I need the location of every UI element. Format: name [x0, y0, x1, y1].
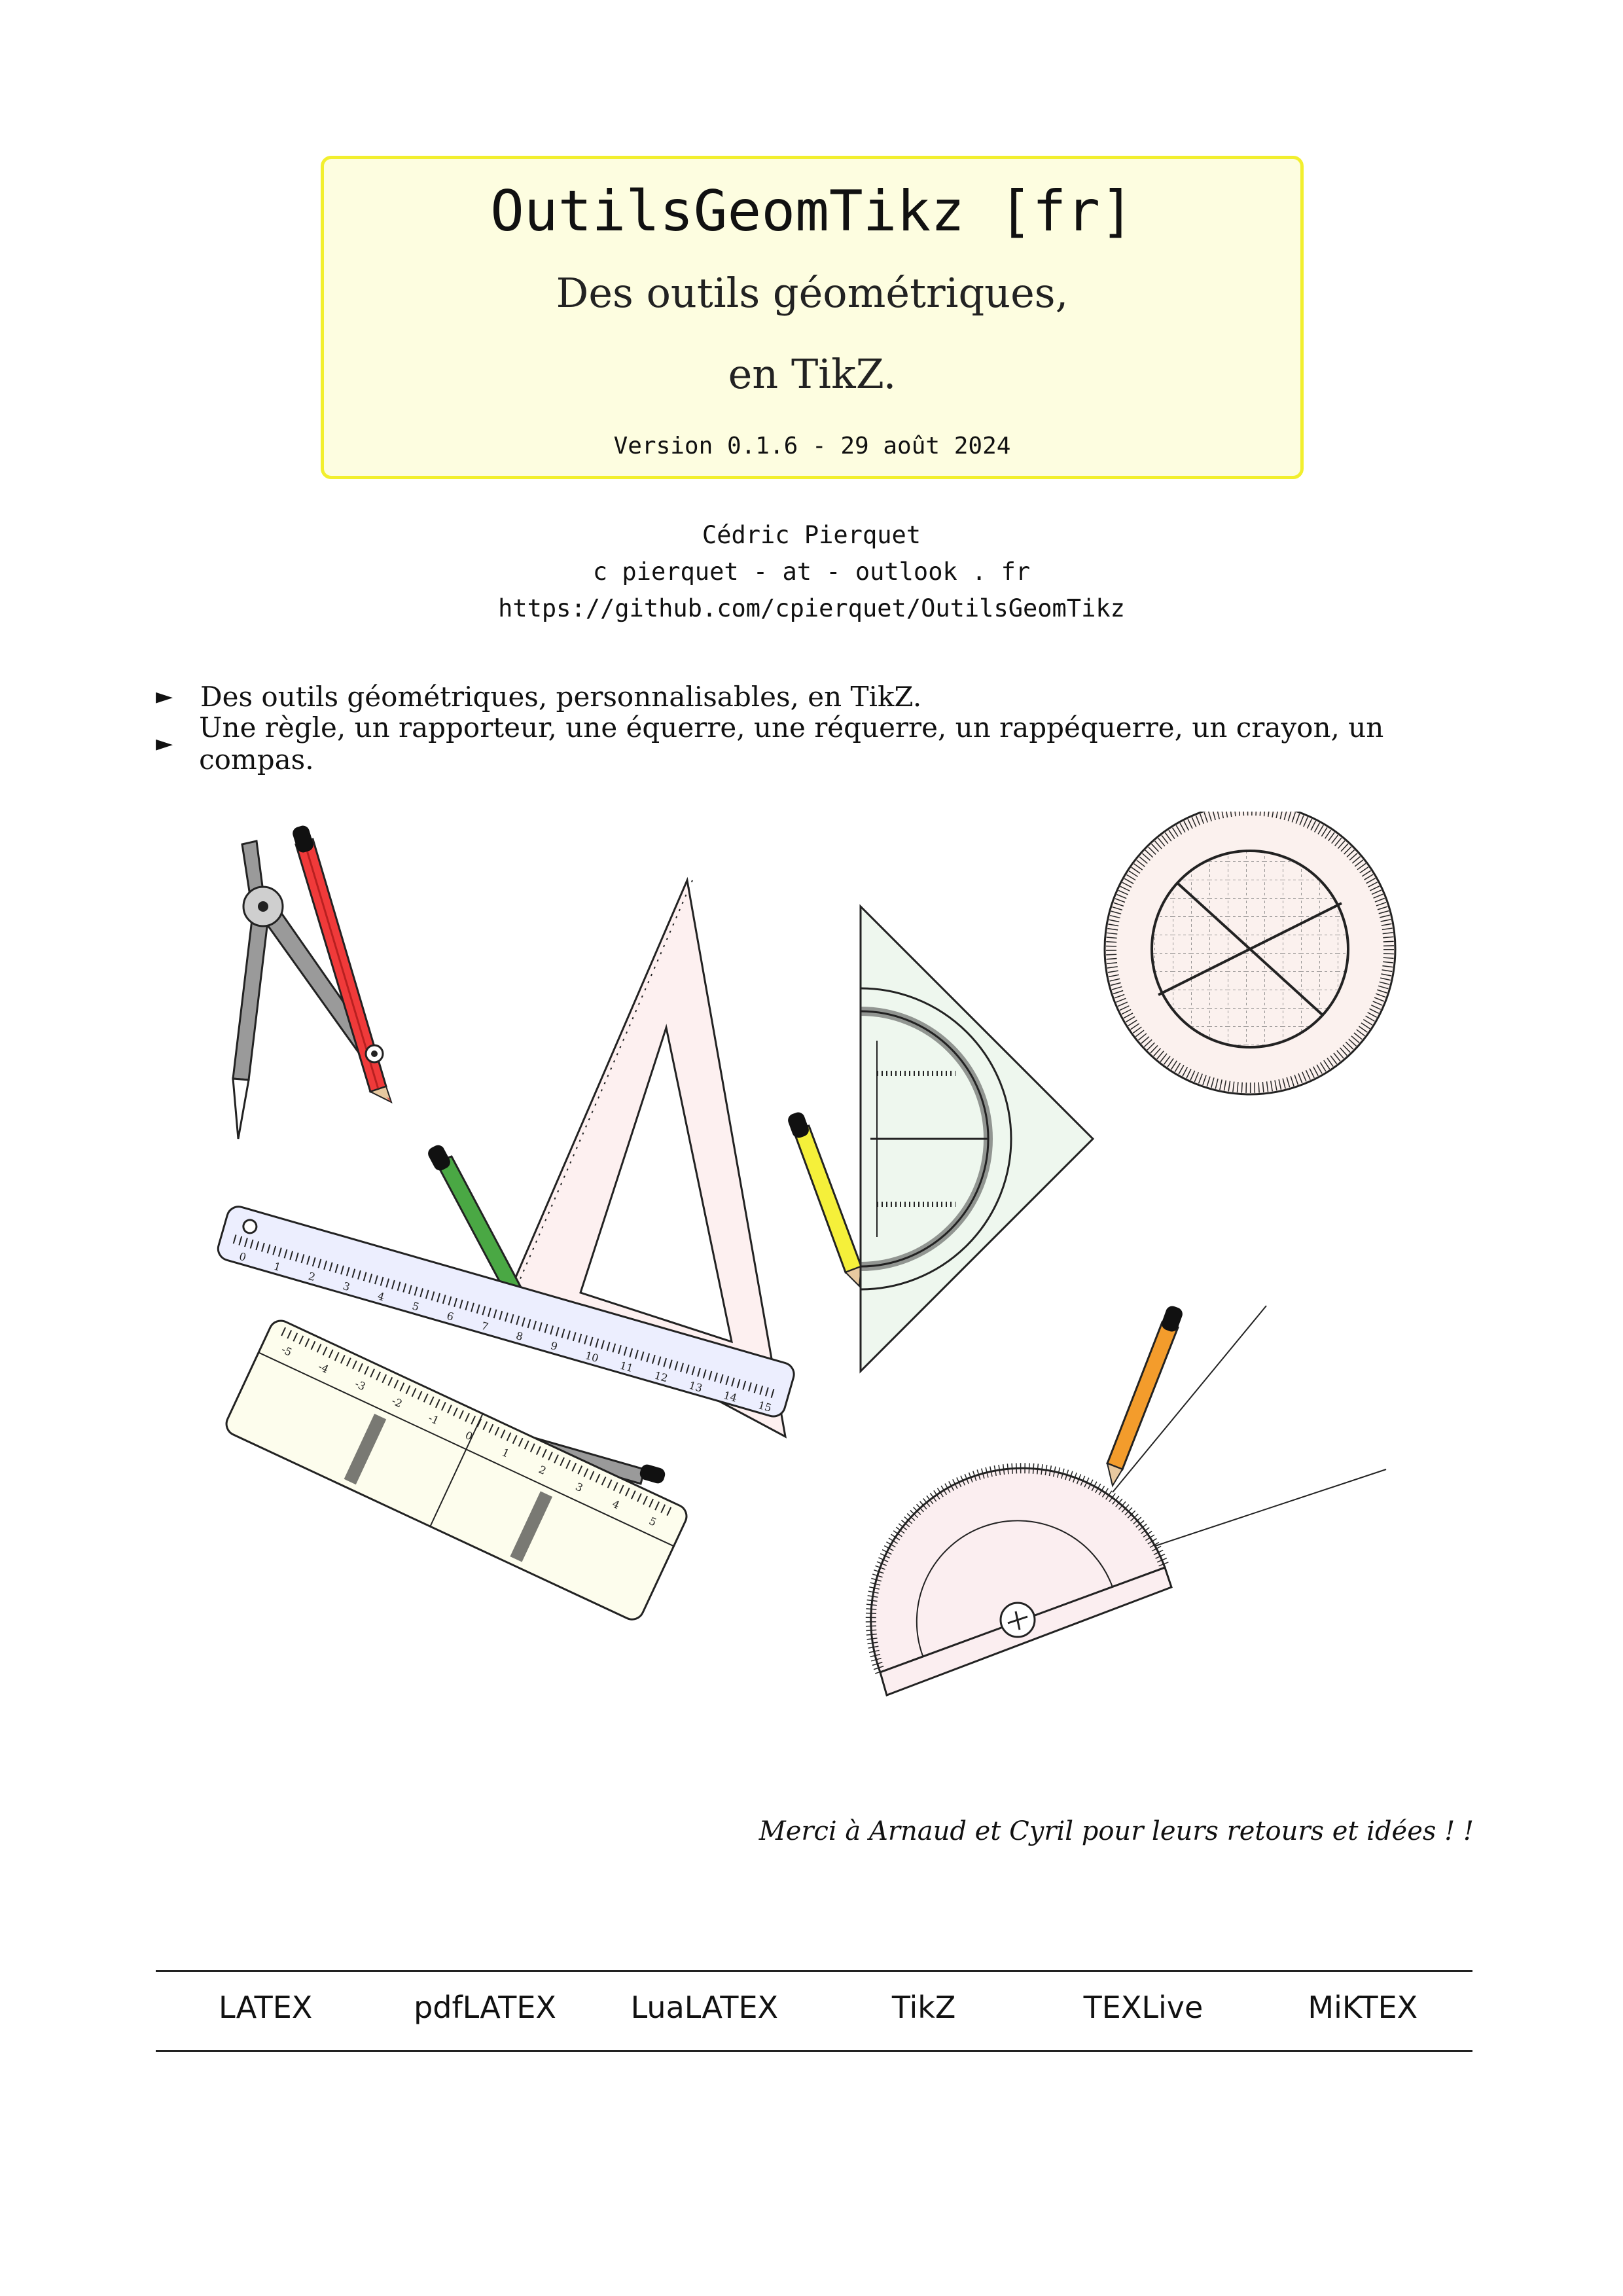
reqrule-tick-label: -1 [427, 1412, 441, 1427]
bullet-text: Des outils géométriques, personnalisable… [200, 680, 922, 713]
footer-item-miktex: MiKTEX [1308, 1990, 1418, 2025]
ruler-tick-label: 12 [653, 1369, 669, 1385]
yellow-pencil-icon [788, 1112, 863, 1288]
author-name: Cédric Pierquet [702, 521, 921, 549]
author-block: Cédric Pierquet c pierquet - at - outloo… [0, 517, 1623, 627]
reqrule-tick-label: -3 [353, 1377, 367, 1393]
footer-bottom-rule [156, 2050, 1472, 2052]
circular-protractor-icon [1103, 812, 1397, 1096]
ruler-tick-label: 4 [376, 1289, 386, 1303]
list-item: ► Des outils géométriques, personnalisab… [156, 673, 1471, 720]
reqrule-tick-label: -4 [316, 1360, 330, 1376]
title-box: OutilsGeomTikz [fr] Des outils géométriq… [321, 156, 1304, 479]
footer-item-texlive: TEXLive [1083, 1990, 1204, 2025]
feature-list: ► Des outils géométriques, personnalisab… [156, 673, 1471, 776]
ruler-tick-label: 8 [514, 1329, 524, 1343]
bullet-text: Une règle, un rapporteur, une équerre, u… [199, 711, 1384, 776]
footer-item-tikz: TikZ [891, 1990, 956, 2025]
ruler-tick-label: 15 [757, 1399, 773, 1414]
ruler-tick-label: 9 [549, 1339, 559, 1353]
list-item: ► Une règle, un rapporteur, une équerre,… [156, 711, 1471, 776]
ruler-tick-label: 11 [618, 1359, 635, 1374]
ruler-tick-label: 6 [445, 1310, 455, 1323]
bullet-triangle-icon: ► [156, 730, 173, 757]
version-text: Version 0.1.6 - 29 août 2024 [613, 433, 1011, 459]
red-pencil-icon [293, 825, 393, 1103]
footer-item-latex: LATEX [219, 1990, 313, 2025]
footer-item-pdflatex: pdfLATEX [414, 1990, 556, 2025]
footer-top-rule [156, 1970, 1472, 1972]
footer-engines: LATEX pdfLATEX LuaLATEX TikZ TEXLive MiK… [156, 1978, 1472, 2037]
thanks-note: Merci à Arnaud et Cyril pour leurs retou… [758, 1816, 1474, 1846]
reqrule-tick-label: -5 [279, 1343, 294, 1359]
ruler-tick-label: 14 [722, 1389, 738, 1405]
half-protractor-icon [865, 1463, 1173, 1696]
ruler-tick-label: 1 [272, 1260, 282, 1274]
subtitle-line-2: en TikZ. [728, 350, 897, 398]
ruler-tick-label: 5 [411, 1299, 421, 1313]
bullet-triangle-icon: ► [156, 683, 173, 709]
ruler-tick-label: 7 [480, 1319, 490, 1333]
reqrule-tick-label: -2 [390, 1395, 404, 1410]
page-title: OutilsGeomTikz [fr] [490, 179, 1134, 244]
footer-item-lualatex: LuaLATEX [630, 1990, 779, 2025]
ruler-tick-label: 3 [342, 1280, 351, 1293]
ruler-tick-label: 13 [688, 1379, 704, 1395]
subtitle-line-1: Des outils géométriques, [556, 269, 1069, 317]
author-email: c pierquet - at - outlook . fr [592, 558, 1031, 586]
author-url[interactable]: https://github.com/cpierquet/OutilsGeomT… [498, 594, 1125, 622]
ruler-tick-label: 0 [238, 1250, 247, 1264]
ruler-tick-label: 2 [307, 1270, 317, 1283]
set-square-green-icon [859, 904, 1095, 1374]
ruler-tick-label: 10 [584, 1349, 600, 1365]
